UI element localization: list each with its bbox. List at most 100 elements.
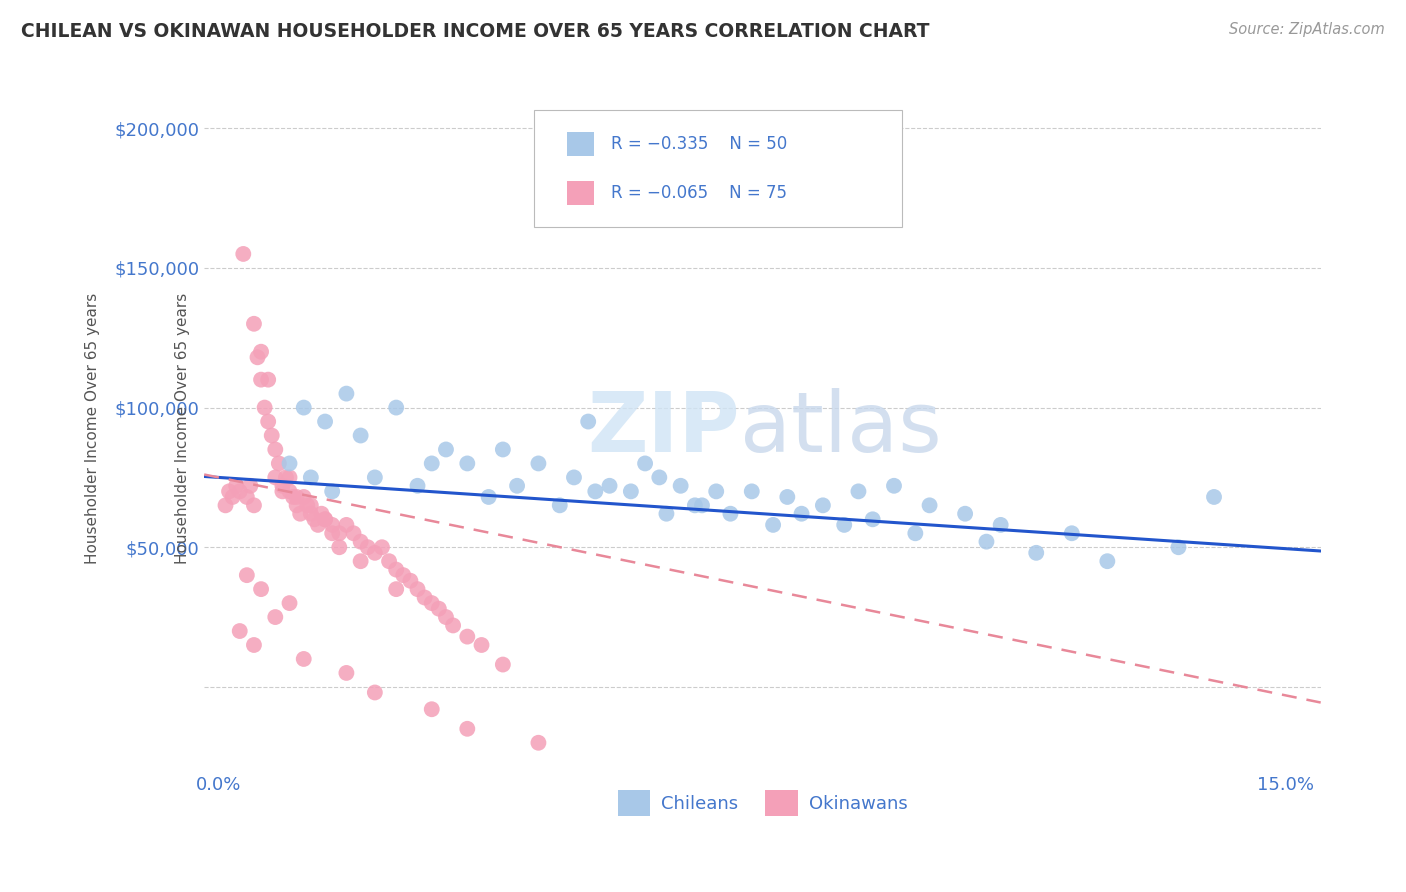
Point bbox=[385, 563, 408, 577]
Point bbox=[299, 499, 322, 513]
Point bbox=[250, 582, 273, 596]
Point bbox=[229, 624, 252, 638]
Point bbox=[314, 512, 336, 526]
Point bbox=[281, 490, 304, 504]
Point bbox=[299, 470, 322, 484]
Point bbox=[278, 470, 301, 484]
Point bbox=[364, 685, 387, 699]
Point bbox=[527, 736, 550, 750]
Point bbox=[278, 596, 301, 610]
Point bbox=[1167, 540, 1189, 554]
Point bbox=[648, 470, 671, 484]
Point bbox=[655, 507, 678, 521]
Y-axis label: Householder Income Over 65 years: Householder Income Over 65 years bbox=[176, 293, 190, 564]
Point bbox=[862, 512, 884, 526]
Point bbox=[271, 484, 294, 499]
Point bbox=[314, 512, 336, 526]
Point bbox=[307, 517, 329, 532]
Point bbox=[267, 457, 290, 471]
Point bbox=[257, 415, 280, 429]
Point bbox=[434, 610, 457, 624]
Text: R = −0.065    N = 75: R = −0.065 N = 75 bbox=[612, 184, 787, 202]
Text: CHILEAN VS OKINAWAN HOUSEHOLDER INCOME OVER 65 YEARS CORRELATION CHART: CHILEAN VS OKINAWAN HOUSEHOLDER INCOME O… bbox=[21, 22, 929, 41]
Point bbox=[304, 512, 326, 526]
Point bbox=[583, 484, 606, 499]
Point bbox=[321, 484, 343, 499]
Point bbox=[492, 657, 515, 672]
Point bbox=[218, 484, 240, 499]
Point bbox=[953, 507, 976, 521]
Point bbox=[257, 373, 280, 387]
Point bbox=[385, 401, 408, 415]
Point bbox=[470, 638, 492, 652]
Point bbox=[562, 470, 585, 484]
Point bbox=[918, 499, 941, 513]
Point bbox=[378, 554, 401, 568]
Point bbox=[441, 618, 464, 632]
Point bbox=[832, 517, 855, 532]
Point bbox=[904, 526, 927, 541]
Point bbox=[456, 457, 478, 471]
Legend: Chileans, Okinawans: Chileans, Okinawans bbox=[610, 783, 914, 823]
Point bbox=[271, 479, 294, 493]
Point bbox=[243, 638, 266, 652]
Point bbox=[848, 484, 870, 499]
Point bbox=[292, 401, 315, 415]
Point bbox=[790, 507, 813, 521]
Point bbox=[976, 534, 998, 549]
Point bbox=[762, 517, 785, 532]
Text: R = −0.335    N = 50: R = −0.335 N = 50 bbox=[612, 136, 787, 153]
Point bbox=[328, 526, 350, 541]
Point bbox=[406, 479, 429, 493]
Point bbox=[328, 540, 350, 554]
Point bbox=[420, 457, 443, 471]
Point bbox=[321, 517, 343, 532]
Point bbox=[741, 484, 763, 499]
Point bbox=[420, 596, 443, 610]
Point bbox=[292, 490, 315, 504]
Point bbox=[232, 247, 254, 261]
Point bbox=[704, 484, 727, 499]
Point bbox=[278, 457, 301, 471]
Point bbox=[285, 499, 308, 513]
Point bbox=[335, 665, 357, 680]
Point bbox=[314, 415, 336, 429]
Point bbox=[239, 479, 262, 493]
Point bbox=[246, 351, 269, 365]
Point bbox=[371, 540, 394, 554]
Point bbox=[669, 479, 692, 493]
Point bbox=[385, 582, 408, 596]
Point bbox=[335, 517, 357, 532]
Point bbox=[1097, 554, 1119, 568]
Point bbox=[1202, 490, 1225, 504]
FancyBboxPatch shape bbox=[533, 111, 903, 227]
Bar bbox=[567, 132, 595, 156]
Point bbox=[990, 517, 1012, 532]
Point bbox=[1025, 546, 1047, 560]
Point bbox=[720, 507, 742, 521]
Point bbox=[690, 499, 713, 513]
Point bbox=[478, 490, 501, 504]
Y-axis label: Householder Income Over 65 years: Householder Income Over 65 years bbox=[86, 293, 100, 564]
Point bbox=[434, 442, 457, 457]
Point bbox=[392, 568, 415, 582]
Point bbox=[492, 442, 515, 457]
Point bbox=[427, 601, 450, 615]
Point bbox=[225, 479, 247, 493]
Point bbox=[292, 652, 315, 666]
Bar bbox=[567, 180, 595, 204]
Point bbox=[349, 554, 371, 568]
Point bbox=[364, 470, 387, 484]
Text: ZIP: ZIP bbox=[588, 388, 740, 469]
Point bbox=[236, 568, 259, 582]
Point bbox=[776, 490, 799, 504]
Point bbox=[620, 484, 643, 499]
Point bbox=[311, 507, 333, 521]
Point bbox=[285, 490, 308, 504]
Point bbox=[335, 386, 357, 401]
Point bbox=[683, 499, 706, 513]
Point bbox=[243, 499, 266, 513]
Point bbox=[321, 526, 343, 541]
Text: atlas: atlas bbox=[740, 388, 942, 469]
Point bbox=[506, 479, 529, 493]
